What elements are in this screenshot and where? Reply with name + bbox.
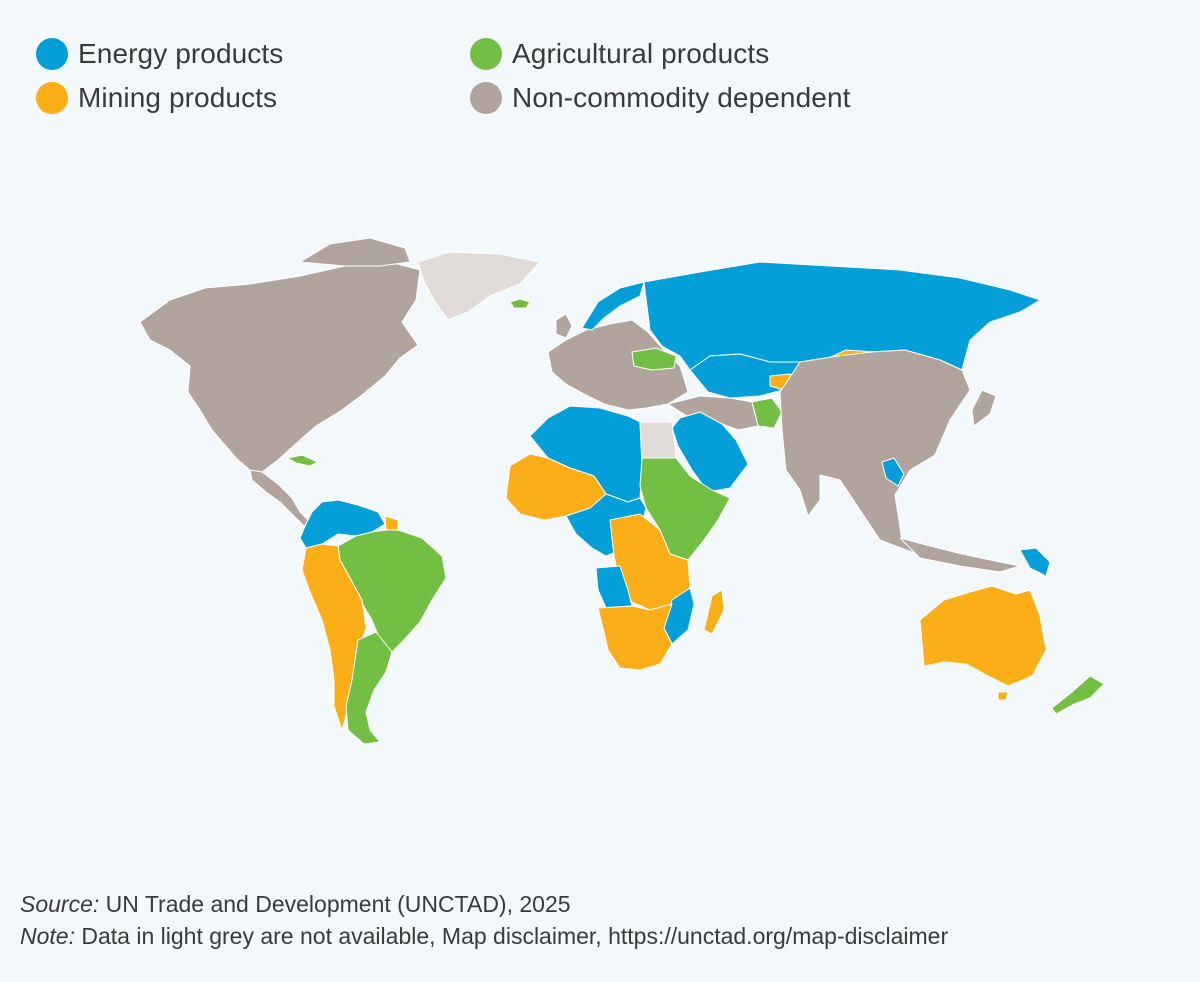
region-middle-east-gulf bbox=[671, 411, 749, 493]
region-tasmania bbox=[997, 691, 1009, 701]
note-text: Data in light grey are not available, Ma… bbox=[74, 923, 949, 949]
legend-label-agricultural: Agricultural products bbox=[512, 38, 770, 69]
legend-item-energy: Energy products bbox=[36, 36, 470, 72]
legend-swatch-agricultural bbox=[470, 38, 502, 70]
legend-item-non-commodity: Non-commodity dependent bbox=[470, 80, 890, 116]
region-southern-africa bbox=[597, 603, 673, 671]
region-north-america bbox=[139, 261, 421, 473]
region-madagascar bbox=[703, 589, 725, 635]
region-suriname bbox=[384, 515, 399, 531]
legend-swatch-mining bbox=[36, 82, 68, 114]
source-label: Source: bbox=[20, 891, 100, 917]
legend-swatch-energy bbox=[36, 38, 68, 70]
note-line: Note: Data in light grey are not availab… bbox=[20, 920, 948, 952]
region-laos bbox=[881, 457, 905, 487]
legend-label-mining: Mining products bbox=[78, 82, 278, 113]
source-text: UN Trade and Development (UNCTAD), 2025 bbox=[99, 891, 571, 917]
note-label: Note: bbox=[20, 923, 75, 949]
region-norway bbox=[581, 281, 645, 331]
region-europe bbox=[547, 319, 689, 411]
region-japan bbox=[971, 389, 997, 427]
region-argentina bbox=[345, 631, 393, 745]
source-line: Source: UN Trade and Development (UNCTAD… bbox=[20, 888, 948, 920]
map-legend: Energy products Agricultural products Mi… bbox=[36, 36, 890, 116]
legend-item-mining: Mining products bbox=[36, 80, 470, 116]
world-map bbox=[139, 237, 1105, 745]
region-new-zealand bbox=[1051, 675, 1105, 715]
region-australia bbox=[919, 585, 1047, 687]
region-canadian-islands bbox=[299, 237, 411, 267]
region-central-america bbox=[249, 469, 311, 527]
region-iceland bbox=[509, 298, 531, 309]
region-uk bbox=[555, 313, 573, 339]
region-indonesia bbox=[899, 537, 1021, 573]
region-asia-non-commodity bbox=[779, 349, 971, 556]
legend-swatch-non-commodity bbox=[470, 82, 502, 114]
legend-item-agricultural: Agricultural products bbox=[470, 36, 890, 72]
legend-label-non-commodity: Non-commodity dependent bbox=[512, 82, 851, 113]
region-brazil bbox=[337, 529, 447, 653]
region-ukraine bbox=[631, 347, 677, 371]
region-png bbox=[1019, 547, 1051, 577]
region-cuba bbox=[287, 454, 319, 467]
region-egypt bbox=[639, 421, 677, 459]
legend-label-energy: Energy products bbox=[78, 38, 284, 69]
map-notes: Source: UN Trade and Development (UNCTAD… bbox=[20, 888, 948, 952]
region-greenland bbox=[417, 251, 541, 321]
